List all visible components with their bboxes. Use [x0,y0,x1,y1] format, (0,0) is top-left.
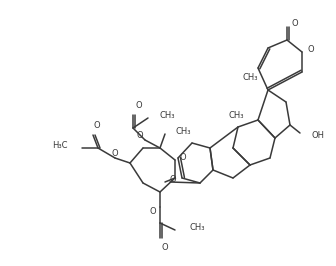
Text: CH₃: CH₃ [175,127,191,135]
Text: CH₃: CH₃ [189,222,205,231]
Text: O: O [135,101,142,110]
Text: O: O [307,45,313,55]
Text: O: O [162,243,169,252]
Text: O: O [94,122,100,131]
Text: CH₃: CH₃ [228,110,244,119]
Text: H₃C: H₃C [52,142,68,151]
Text: CH₃: CH₃ [160,110,175,119]
Text: CH₃: CH₃ [243,73,258,82]
Text: O: O [180,153,186,163]
Text: O: O [291,19,298,28]
Text: OH: OH [312,131,325,139]
Text: O: O [136,131,143,140]
Text: O: O [111,149,118,159]
Text: O: O [170,176,176,185]
Text: O: O [150,206,156,215]
